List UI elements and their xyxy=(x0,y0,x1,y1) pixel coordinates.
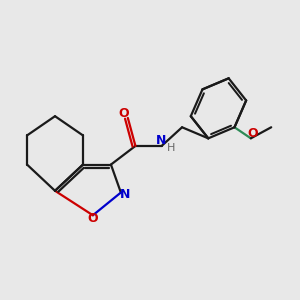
Text: N: N xyxy=(156,134,166,147)
Text: O: O xyxy=(247,127,258,140)
Text: H: H xyxy=(167,143,175,153)
Text: N: N xyxy=(120,188,130,201)
Text: O: O xyxy=(88,212,98,225)
Text: O: O xyxy=(118,107,129,120)
